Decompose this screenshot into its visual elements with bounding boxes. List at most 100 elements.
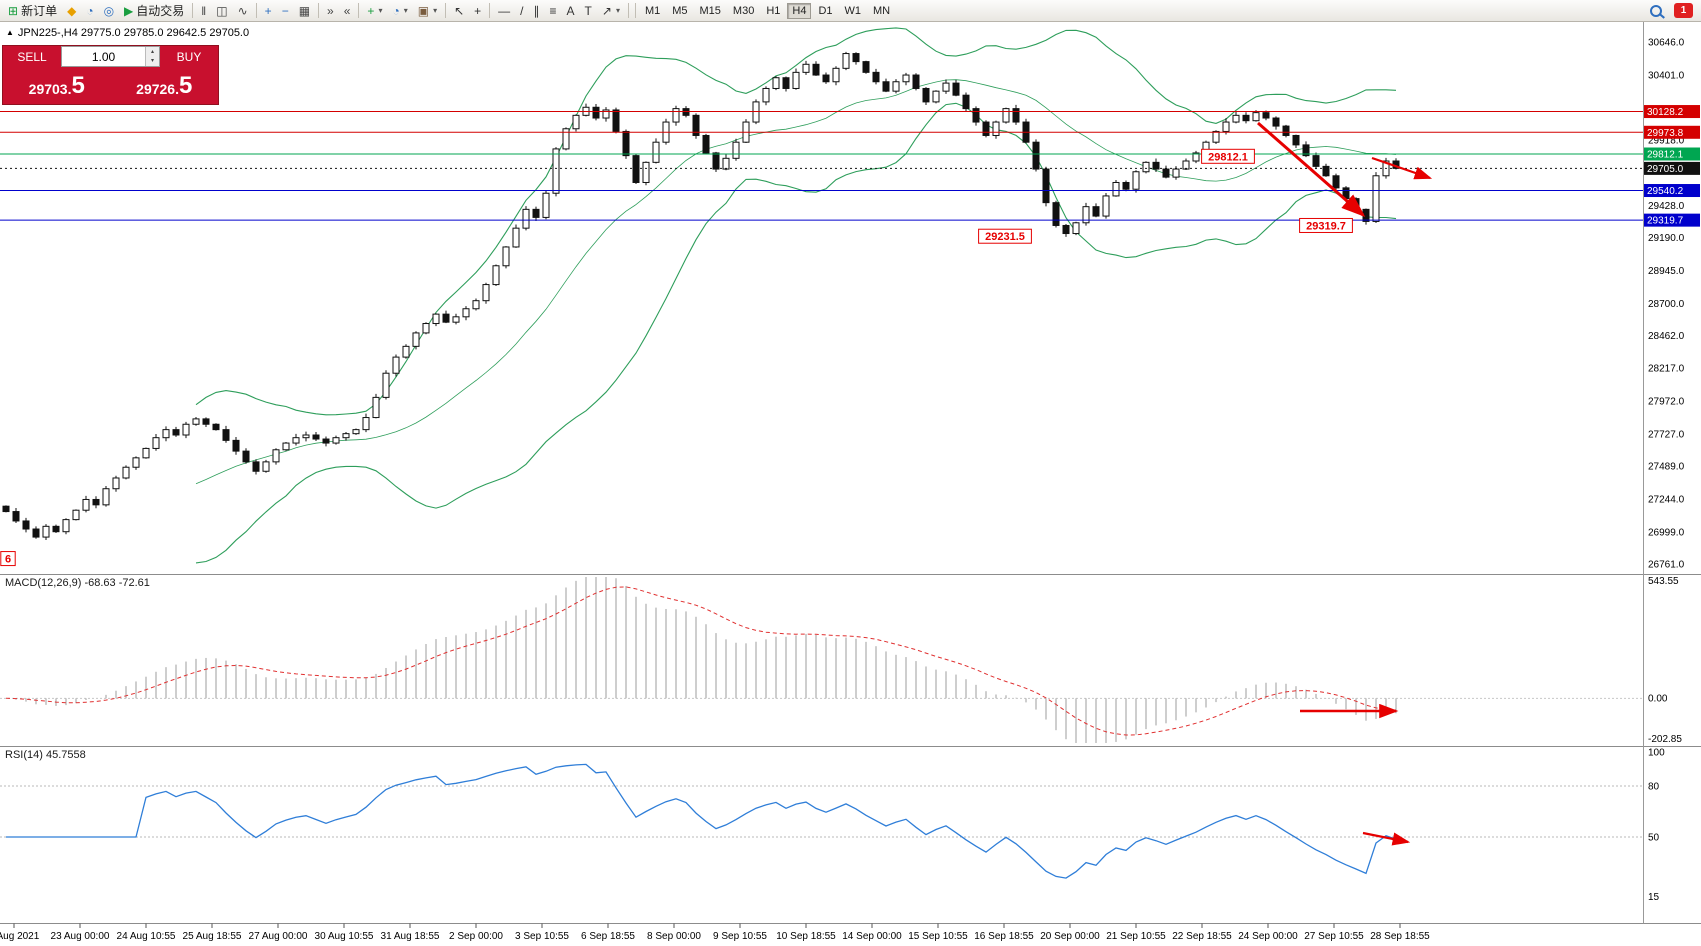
panel-toggle-icon[interactable]: ▲	[6, 28, 14, 37]
buy-button[interactable]: BUY	[160, 46, 218, 67]
navigator-button[interactable]: ◎	[100, 2, 118, 19]
chart-symbol-ohlc: ▲ JPN225-,H4 29775.0 29785.0 29642.5 297…	[6, 27, 249, 39]
rsi-arrow[interactable]	[1362, 831, 1411, 846]
time-axis-label: 31 Aug 18:55	[381, 931, 440, 942]
new-order-icon: ⊞	[8, 3, 19, 18]
tile-windows-button[interactable]: ▦	[295, 2, 314, 19]
candlestick-chart-icon: ◫	[216, 3, 228, 18]
timeframe-m1-button[interactable]: M1	[644, 4, 661, 17]
timeframe-m30-button[interactable]: M30	[732, 4, 755, 17]
cursor-button[interactable]: ↖	[450, 2, 468, 19]
equidistant-channel-icon: ∥	[533, 3, 540, 18]
notifications-badge[interactable]: 1	[1674, 3, 1693, 18]
buy-price[interactable]: 29726. 5	[111, 67, 219, 104]
main-toolbar: ⊞ 新订单 ◆ ◔ ◎ ▶ 自动交易 ‖ ◫ ∿ + − ▦» «+ ▾ ◔ ▾ ▣ ▾ ↖ + — / ∥ ≡ A T ↗ ▾ M1 M…	[0, 0, 1701, 22]
price-axis-label: 27972.0	[1648, 397, 1685, 408]
text-button[interactable]: A	[563, 2, 579, 19]
symbol-ohlc-text: JPN225-,H4 29775.0 29785.0 29642.5 29705…	[17, 27, 250, 39]
price-level-lines[interactable]	[0, 111, 1643, 221]
time-axis[interactable]: 9 Aug 2021 23 Aug 00:00 24 Aug 10:55 25 Aug…	[0, 923, 1430, 943]
search-button[interactable]	[1646, 2, 1666, 19]
timeframe-toolbar: M1 M5 M15 M30 H1 H4 D1 W1 MN	[639, 0, 896, 21]
toolbar-separator	[634, 3, 636, 18]
macd-axis-label: 543.55	[1648, 576, 1679, 587]
arrows-caret-icon[interactable]: ▾	[615, 6, 620, 15]
data-window-button[interactable]: ◔	[82, 2, 97, 19]
volume-value[interactable]: 1.00	[91, 49, 116, 64]
volume-down-icon[interactable]: ▾	[146, 56, 159, 66]
auto-scroll-button[interactable]: »	[323, 2, 338, 19]
candlestick-chart-button[interactable]: ◫	[212, 2, 231, 19]
arrows-icon: ↗	[601, 3, 612, 18]
time-axis-label: 21 Sep 10:55	[1106, 931, 1166, 942]
crosshair-button[interactable]: +	[470, 2, 485, 19]
arrows-button[interactable]: ↗ ▾	[598, 2, 624, 19]
chart-shift-button[interactable]: «	[340, 2, 355, 19]
timeframe-m5-button[interactable]: M5	[672, 4, 688, 17]
equidistant-channel-button[interactable]: ∥	[530, 2, 544, 19]
time-axis-label: 6 Sep 18:55	[581, 931, 635, 942]
templates-button[interactable]: ▣ ▾	[414, 2, 441, 19]
time-axis-label: 20 Sep 00:00	[1040, 931, 1100, 942]
price-annotations[interactable]: 29812.1 29231.5 29319.7 6	[0, 148, 1353, 567]
timeframe-d1-button[interactable]: D1	[818, 4, 833, 17]
annotation-box-29231.5[interactable]	[978, 228, 1032, 244]
time-axis-label: 23 Aug 00:00	[51, 931, 110, 942]
fibonacci-button[interactable]: ≡	[546, 2, 561, 19]
trendline-button[interactable]: /	[516, 2, 527, 19]
macd-panel	[0, 577, 1643, 743]
auto-scroll-icon: »	[327, 3, 334, 18]
annotation-box-29812.1[interactable]	[1201, 148, 1255, 164]
templates-caret-icon[interactable]: ▾	[433, 6, 438, 15]
new-order-button[interactable]: ⊞ 新订单	[4, 2, 61, 19]
sell-button[interactable]: SELL	[3, 46, 61, 67]
time-axis-label: 24 Aug 10:55	[117, 931, 176, 942]
periods-button[interactable]: ◔ ▾	[388, 2, 411, 19]
toolbar-separator	[358, 3, 360, 18]
price-axis-label: 27489.0	[1648, 462, 1685, 473]
sell-price[interactable]: 29703. 5	[3, 67, 111, 104]
chart-canvas[interactable]: 29812.1 29231.5 29319.7 6 30646.0 30401.0 2991…	[0, 22, 1701, 946]
volume-field[interactable]: 1.00 ▴ ▾	[61, 46, 160, 67]
autotrade-icon: ▶	[124, 3, 134, 18]
line-chart-icon: ∿	[237, 3, 248, 18]
price-axis-label: 29428.0	[1648, 201, 1685, 212]
horizontal-line-button[interactable]: —	[494, 2, 514, 19]
toolbar-separator	[255, 3, 257, 18]
price-tag-text: 29973.8	[1647, 128, 1684, 139]
time-axis-label: 2 Sep 00:00	[449, 931, 503, 942]
timeframe-mn-button[interactable]: MN	[873, 4, 891, 17]
rsi-axis-label: 80	[1648, 782, 1660, 793]
trade-panel-controls: SELL 1.00 ▴ ▾ BUY	[3, 46, 218, 67]
drawing-arrows[interactable]	[1257, 121, 1433, 846]
trend-arrow-small[interactable]	[1371, 156, 1433, 180]
timeframe-m15-button[interactable]: M15	[699, 4, 721, 17]
zoom-in-button[interactable]: +	[261, 2, 276, 19]
price-tag-29812.1	[1644, 147, 1700, 161]
trend-arrow-main[interactable]	[1257, 121, 1366, 217]
autotrade-button[interactable]: ▶ 自动交易	[120, 2, 188, 19]
indicators-add-caret-icon[interactable]: ▾	[378, 6, 383, 15]
timeframe-w1-button[interactable]: W1	[844, 4, 862, 17]
crosshair-icon: +	[474, 3, 482, 18]
price-tag-text: 29540.2	[1647, 186, 1684, 197]
periods-caret-icon[interactable]: ▾	[403, 6, 408, 15]
annotation-text: 6	[5, 554, 11, 566]
text-icon: A	[566, 3, 575, 18]
indicators-add-button[interactable]: + ▾	[363, 2, 386, 19]
annotation-box-29319.7[interactable]	[1299, 217, 1353, 233]
bar-chart-button[interactable]: ‖	[197, 2, 210, 19]
timeframe-h4-button[interactable]: H4	[787, 2, 812, 19]
zoom-in-icon: +	[264, 3, 272, 18]
line-chart-button[interactable]: ∿	[234, 2, 252, 19]
panel-dividers[interactable]	[0, 22, 1701, 924]
timeframe-h1-button[interactable]: H1	[766, 4, 781, 17]
market-watch-button[interactable]: ◆	[63, 2, 80, 19]
text-label-button[interactable]: T	[581, 2, 596, 19]
volume-up-icon[interactable]: ▴	[146, 47, 159, 57]
market-watch-icon: ◆	[67, 3, 77, 18]
price-axis-label: 30646.0	[1648, 37, 1685, 48]
annotation-box-6[interactable]	[0, 551, 16, 567]
zoom-out-button[interactable]: −	[278, 2, 293, 19]
